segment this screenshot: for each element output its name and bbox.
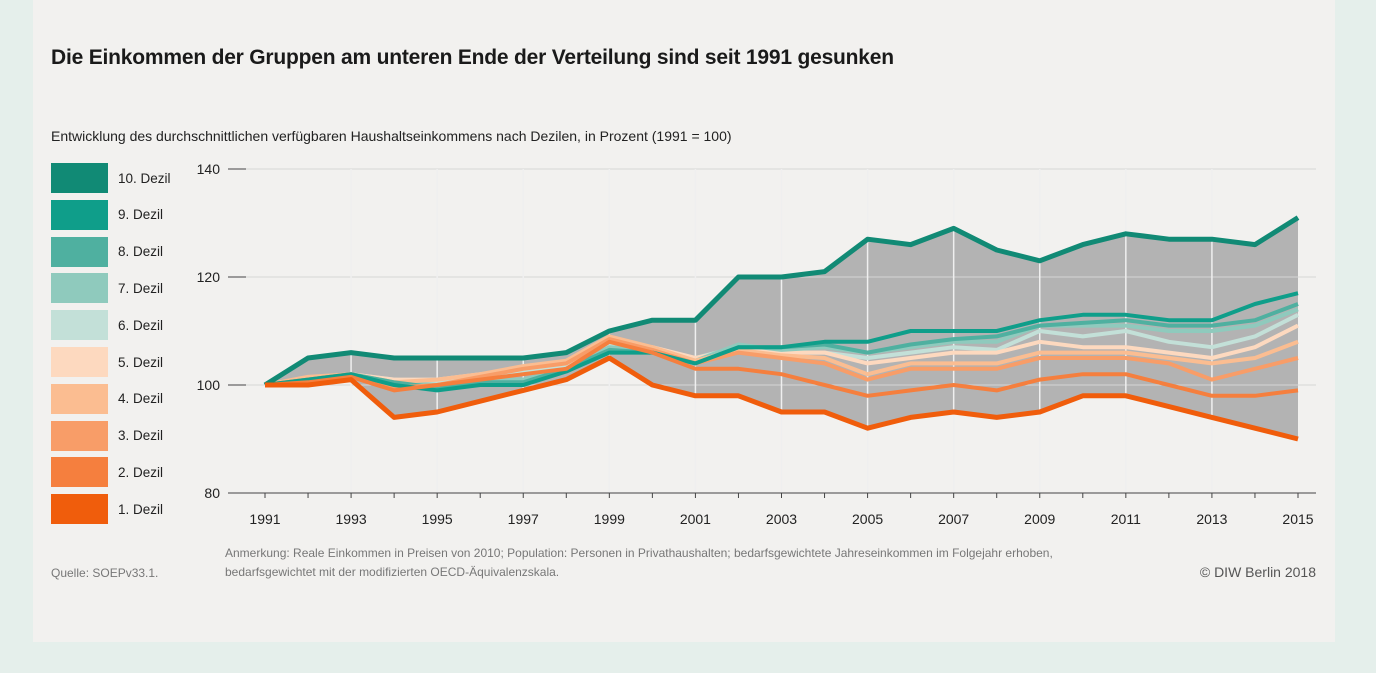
legend-swatch xyxy=(51,494,108,525)
legend-swatch xyxy=(51,347,108,377)
copyright: © DIW Berlin 2018 xyxy=(1199,564,1316,580)
x-tick-label: 2011 xyxy=(1111,511,1141,527)
x-tick-label: 1995 xyxy=(422,511,453,527)
annotation-line-2: bedarfsgewichtet mit der modifizierten O… xyxy=(225,565,560,579)
legend-label: 6. Dezil xyxy=(118,317,164,333)
x-tick-label: 2001 xyxy=(680,511,711,527)
legend-item: 6. Dezil xyxy=(51,310,164,341)
x-tick-label: 1991 xyxy=(249,511,280,527)
x-tick-label: 1997 xyxy=(508,511,539,527)
y-tick-label: 140 xyxy=(197,161,221,177)
legend-item: 3. Dezil xyxy=(51,420,164,451)
legend-swatch xyxy=(51,236,108,267)
legend-label: 10. Dezil xyxy=(118,170,171,186)
chart-subtitle: Entwicklung des durchschnittlichen verfü… xyxy=(51,128,732,144)
legend-label: 2. Dezil xyxy=(118,464,164,480)
y-tick-label: 120 xyxy=(197,269,221,285)
legend-item: 2. Dezil xyxy=(51,457,164,488)
annotation-line-1: Anmerkung: Reale Einkommen in Preisen vo… xyxy=(225,546,1053,560)
legend-swatch xyxy=(51,163,108,193)
legend-swatch xyxy=(51,383,108,414)
legend-label: 3. Dezil xyxy=(118,428,164,444)
legend-item: 1. Dezil xyxy=(51,494,164,525)
series-line-10-dezil xyxy=(263,215,1300,388)
legend-label: 4. Dezil xyxy=(118,391,164,407)
legend-swatch xyxy=(51,310,108,341)
legend-swatch xyxy=(51,199,108,230)
legend-swatch xyxy=(51,457,108,488)
series-line-9-dezil xyxy=(264,291,1299,393)
x-tick-label: 2007 xyxy=(938,511,969,527)
legend-label: 5. Dezil xyxy=(118,354,164,370)
x-tick-label: 1999 xyxy=(594,511,625,527)
chart-title: Die Einkommen der Gruppen am unteren End… xyxy=(51,46,894,69)
legend-item: 5. Dezil xyxy=(51,347,163,377)
legend-label: 1. Dezil xyxy=(118,501,164,517)
legend-item: 9. Dezil xyxy=(51,199,164,230)
x-tick-label: 2005 xyxy=(852,511,883,527)
source-note: Quelle: SOEPv33.1. xyxy=(51,566,159,580)
x-tick-label: 2009 xyxy=(1024,511,1055,527)
x-tick-label: 2013 xyxy=(1196,511,1227,527)
x-tick-label: 2015 xyxy=(1282,511,1313,527)
legend-label: 9. Dezil xyxy=(118,207,164,223)
legend-item: 10. Dezil xyxy=(51,163,171,193)
legend-label: 8. Dezil xyxy=(118,244,164,260)
legend-swatch xyxy=(51,273,108,304)
y-tick-label: 80 xyxy=(204,485,220,501)
legend-swatch xyxy=(51,420,108,451)
series-line-1-dezil xyxy=(265,355,1299,442)
legend-item: 4. Dezil xyxy=(51,383,164,414)
legend-item: 7. Dezil xyxy=(51,273,164,304)
legend-label: 7. Dezil xyxy=(118,280,164,296)
x-tick-label: 1993 xyxy=(336,511,367,527)
x-tick-label: 2003 xyxy=(766,511,797,527)
y-tick-label: 100 xyxy=(197,377,221,393)
series-line-4-dezil xyxy=(264,334,1299,387)
legend-item: 8. Dezil xyxy=(51,236,164,267)
series-line-2-dezil xyxy=(264,339,1299,398)
